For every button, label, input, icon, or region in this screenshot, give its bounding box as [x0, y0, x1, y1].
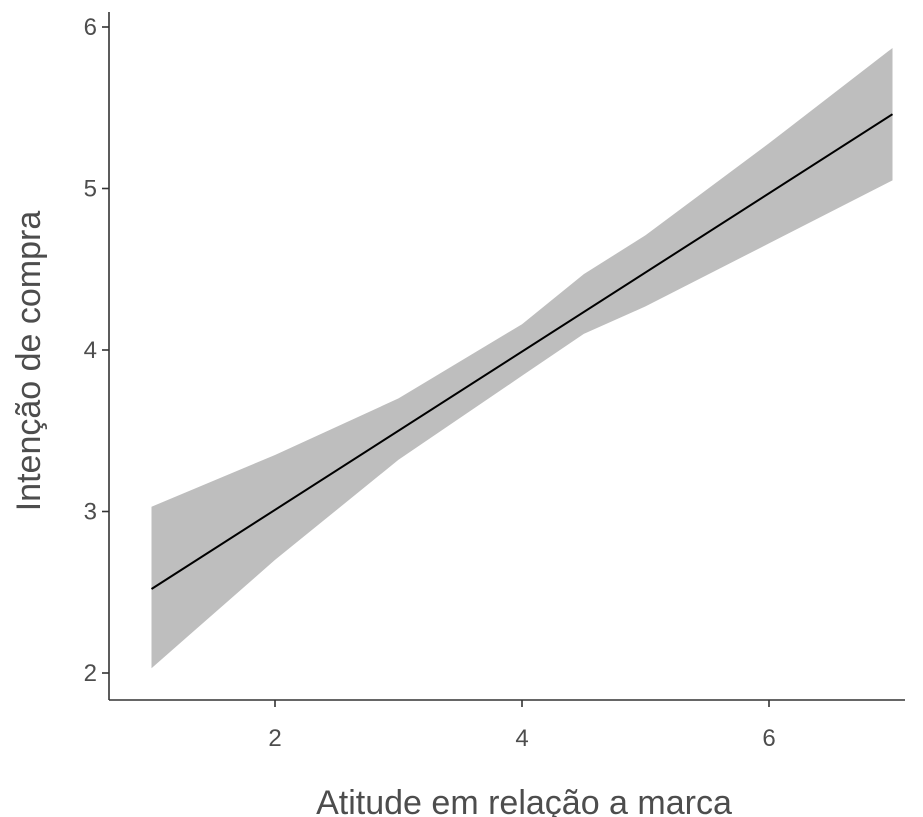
- regression-line: [150, 113, 894, 590]
- y-tick-label: 3: [84, 499, 97, 526]
- x-axis-title: Atitude em relação a marca: [316, 784, 732, 817]
- x-tick-label: 4: [515, 725, 528, 752]
- y-tick-label: 6: [84, 14, 97, 41]
- plot-area: [150, 48, 894, 669]
- confidence-band: [151, 48, 893, 669]
- x-tick-label: 2: [268, 725, 281, 752]
- axes: 2 3 4 5 6 2 4 6: [84, 12, 905, 752]
- y-tick-label: 4: [84, 337, 97, 364]
- y-tick-label: 5: [84, 176, 97, 203]
- y-axis-title: Intenção de compra: [10, 211, 48, 512]
- x-tick-label: 6: [762, 725, 775, 752]
- y-tick-label: 2: [84, 660, 97, 687]
